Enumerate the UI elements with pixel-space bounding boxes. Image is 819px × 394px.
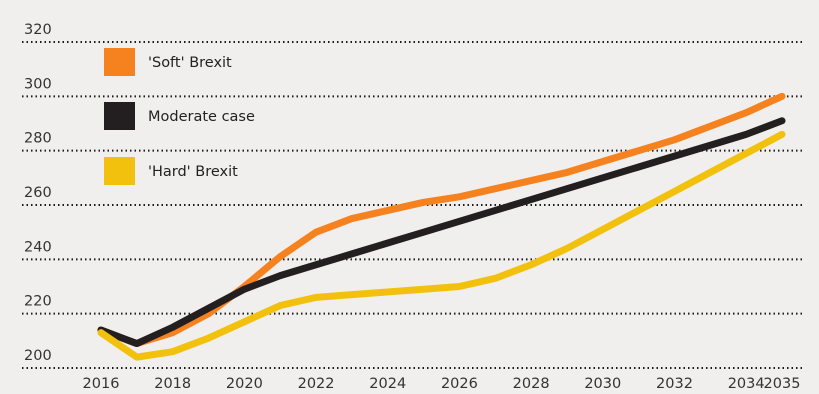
- x-tick-label: 2024: [369, 376, 406, 392]
- y-tick-label: 200: [24, 348, 52, 364]
- legend-swatch: [104, 48, 135, 76]
- legend: 'Soft' Brexit Moderate case 'Hard' Brexit: [104, 48, 255, 185]
- x-tick-label: 2030: [584, 376, 621, 392]
- x-tick-label: 2020: [226, 376, 263, 392]
- x-axis-ticks: 2016 2018 2020 2022 2024 2026 2028 2030 2032 2034…: [83, 376, 801, 392]
- y-axis-ticks: 200 220 240 260 280 300 320: [24, 22, 52, 364]
- x-tick-label: 2018: [154, 376, 191, 392]
- x-tick-label: 2028: [513, 376, 550, 392]
- y-tick-label: 280: [24, 131, 52, 147]
- series-line-0: [97, 92, 786, 348]
- y-tick-label: 220: [24, 294, 52, 310]
- y-tick-label: 240: [24, 239, 52, 255]
- series-line-2: [97, 130, 786, 361]
- legend-label: 'Hard' Brexit: [148, 164, 238, 180]
- series-line-1: [97, 117, 786, 348]
- y-tick-label: 300: [24, 76, 52, 92]
- x-tick-label: 2022: [298, 376, 335, 392]
- x-tick-label: 2035: [764, 376, 801, 392]
- x-tick-label: 2034: [728, 376, 765, 392]
- series-lines: [97, 92, 786, 361]
- y-tick-label: 260: [24, 185, 52, 201]
- x-tick-label: 2016: [83, 376, 120, 392]
- x-tick-label: 2032: [656, 376, 693, 392]
- legend-swatch: [104, 157, 135, 185]
- legend-label: 'Soft' Brexit: [148, 55, 232, 71]
- legend-swatch: [104, 102, 135, 130]
- legend-label: Moderate case: [148, 109, 255, 125]
- x-tick-label: 2026: [441, 376, 478, 392]
- y-tick-label: 320: [24, 22, 52, 38]
